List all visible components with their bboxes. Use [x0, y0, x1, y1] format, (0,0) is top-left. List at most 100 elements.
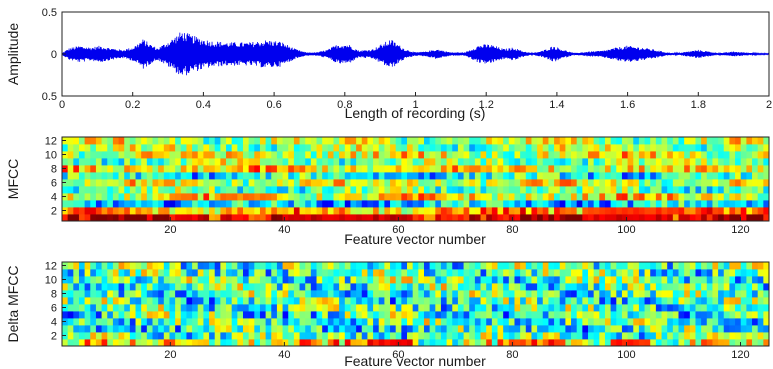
- delta-mfcc-cell: [424, 325, 430, 332]
- mfcc-cell: [350, 186, 356, 193]
- mfcc-cell: [153, 207, 159, 214]
- mfcc-cell: [401, 200, 407, 207]
- delta-mfcc-cell: [373, 297, 379, 304]
- mfcc-cell: [741, 200, 747, 207]
- delta-mfcc-cell: [339, 276, 345, 283]
- mfcc-cell: [492, 165, 498, 172]
- mfcc-cell: [288, 207, 294, 214]
- delta-mfcc-cell: [317, 297, 323, 304]
- mfcc-cell: [153, 137, 159, 144]
- delta-mfcc-cell: [537, 290, 543, 297]
- mfcc-cell: [362, 158, 368, 165]
- mfcc-cell: [633, 151, 639, 158]
- delta-mfcc-cell: [243, 318, 249, 325]
- mfcc-cell: [79, 144, 85, 151]
- mfcc-cell: [271, 137, 277, 144]
- delta-mfcc-cell: [729, 283, 735, 290]
- mfcc-cell: [90, 165, 96, 172]
- delta-mfcc-cell: [616, 332, 622, 339]
- mfcc-cell: [707, 200, 713, 207]
- mfcc-cell: [656, 137, 662, 144]
- delta-mfcc-cell: [271, 332, 277, 339]
- delta-mfcc-cell: [232, 283, 238, 290]
- delta-mfcc-cell: [741, 290, 747, 297]
- delta-mfcc-cell: [526, 297, 532, 304]
- delta-mfcc-cell: [741, 318, 747, 325]
- mfcc-panel: 20 40 60 80 100 12024681012 MFCC Feature vect…: [5, 136, 769, 248]
- delta-mfcc-cell: [68, 332, 74, 339]
- delta-mfcc-cell: [701, 262, 707, 269]
- delta-mfcc-cell: [565, 311, 571, 318]
- mfcc-cell: [407, 144, 413, 151]
- delta-mfcc-cell: [181, 290, 187, 297]
- delta-mfcc-cell: [503, 339, 509, 346]
- delta-mfcc-cell: [147, 318, 153, 325]
- delta-mfcc-cell: [650, 276, 656, 283]
- mfcc-cell: [430, 200, 436, 207]
- delta-mfcc-cell: [277, 276, 283, 283]
- mfcc-cell: [107, 165, 113, 172]
- mfcc-cell: [701, 179, 707, 186]
- delta-mfcc-cell: [599, 262, 605, 269]
- delta-mfcc-cell: [650, 269, 656, 276]
- mfcc-cell: [345, 207, 351, 214]
- delta-mfcc-cell: [384, 304, 390, 311]
- delta-mfcc-cell: [169, 262, 175, 269]
- mfcc-cell: [345, 144, 351, 151]
- mfcc-cell: [113, 193, 119, 200]
- delta-mfcc-cell: [435, 276, 441, 283]
- delta-mfcc-cell: [475, 297, 481, 304]
- mfcc-cell: [79, 172, 85, 179]
- mfcc-cell: [498, 179, 504, 186]
- mfcc-cell: [198, 179, 204, 186]
- delta-mfcc-cell: [158, 269, 164, 276]
- mfcc-cell: [345, 137, 351, 144]
- delta-mfcc-cell: [350, 276, 356, 283]
- delta-mfcc-cell: [752, 325, 758, 332]
- delta-mfcc-cell: [418, 269, 424, 276]
- delta-mfcc-cell: [452, 269, 458, 276]
- mfcc-cell: [215, 172, 221, 179]
- delta-mfcc-cell: [73, 311, 79, 318]
- delta-mfcc-cell: [758, 318, 764, 325]
- mfcc-cell: [724, 151, 730, 158]
- mfcc-cell: [526, 193, 532, 200]
- mfcc-cell: [96, 172, 102, 179]
- mfcc-cell: [509, 151, 515, 158]
- mfcc-cell: [79, 193, 85, 200]
- mfcc-cell: [464, 151, 470, 158]
- delta-mfcc-cell: [401, 325, 407, 332]
- mfcc-cell: [407, 172, 413, 179]
- mfcc-cell: [413, 179, 419, 186]
- delta-mfcc-cell: [141, 304, 147, 311]
- mfcc-cell: [481, 186, 487, 193]
- delta-mfcc-cell: [645, 304, 651, 311]
- delta-mfcc-cell: [724, 325, 730, 332]
- delta-mfcc-cell: [582, 269, 588, 276]
- mfcc-cell: [260, 207, 266, 214]
- delta-mfcc-cell: [164, 311, 170, 318]
- delta-mfcc-cell: [571, 269, 577, 276]
- delta-mfcc-cell: [565, 332, 571, 339]
- mfcc-cell: [107, 144, 113, 151]
- mfcc-cell: [384, 193, 390, 200]
- delta-mfcc-cell: [181, 332, 187, 339]
- delta-mfcc-cell: [141, 276, 147, 283]
- mfcc-cell: [237, 186, 243, 193]
- delta-mfcc-cell: [509, 332, 515, 339]
- mfcc-cell: [300, 214, 306, 221]
- mfcc-cell: [294, 144, 300, 151]
- mfcc-cell: [639, 144, 645, 151]
- delta-mfcc-cell: [481, 269, 487, 276]
- delta-mfcc-cell: [362, 297, 368, 304]
- delta-mfcc-cell: [458, 262, 464, 269]
- mfcc-cell: [243, 179, 249, 186]
- mfcc-cell: [656, 207, 662, 214]
- delta-mfcc-cell: [350, 290, 356, 297]
- delta-mfcc-cell: [136, 283, 142, 290]
- delta-mfcc-ytick-label: 10: [45, 275, 57, 287]
- delta-mfcc-cell: [475, 311, 481, 318]
- delta-mfcc-cell: [509, 276, 515, 283]
- delta-mfcc-cell: [96, 311, 102, 318]
- delta-mfcc-cell: [271, 290, 277, 297]
